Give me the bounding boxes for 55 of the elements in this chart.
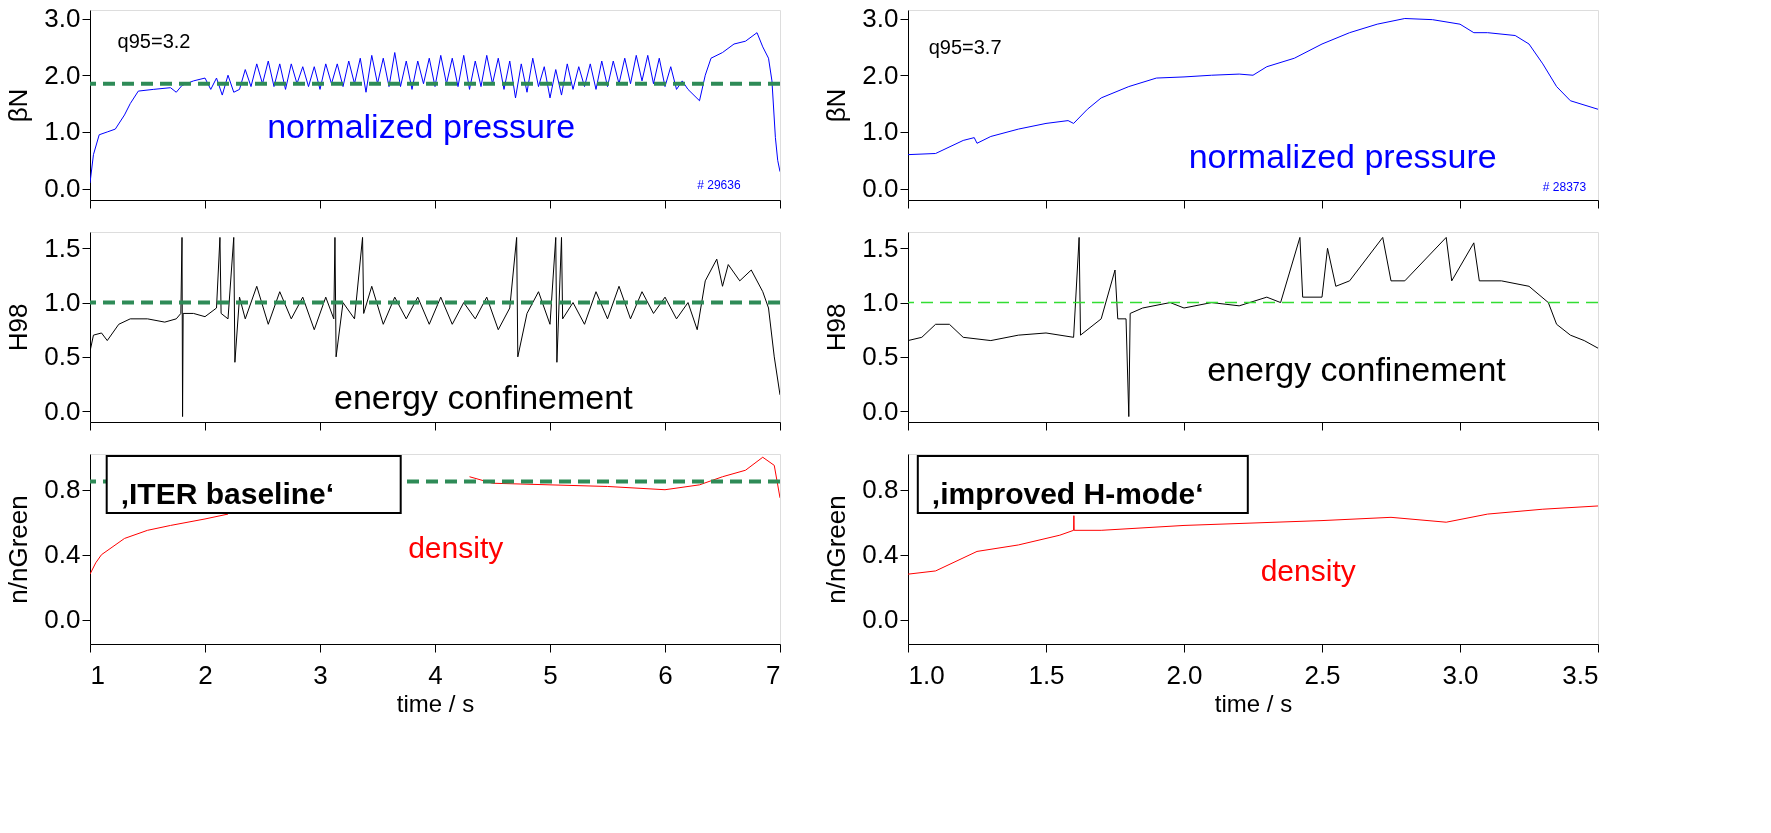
y-tick-label: 1.0 [862, 116, 899, 147]
y-axis-title: H98 [821, 303, 852, 352]
annotation: q95=3.7 [928, 36, 1002, 58]
x-axis-title: time / s [1214, 689, 1293, 717]
y-axis-title: H98 [3, 303, 34, 352]
y-tick-label: 0.0 [44, 604, 81, 635]
annotation: ‚improved H-mode‘ [931, 477, 1204, 510]
annotation: energy confinement [1207, 349, 1507, 388]
x-tick-label: 4 [428, 659, 443, 690]
y-tick-label: 3.0 [44, 3, 81, 34]
x-tick-label: 1.5 [1028, 659, 1065, 690]
y-tick-label: 2.0 [44, 59, 81, 90]
y-tick-label: 0.0 [862, 173, 899, 204]
y-tick-label: 0.0 [862, 604, 899, 635]
y-tick-label: 2.0 [862, 59, 899, 90]
x-tick-label: 6 [658, 659, 673, 690]
y-tick-label: 1.0 [44, 287, 81, 318]
y-axis-title: βN [3, 88, 34, 123]
x-tick-label: 2 [198, 659, 213, 690]
annotation: density [408, 531, 504, 564]
y-tick-label: 1.0 [44, 116, 81, 147]
annotation: # 28373 [1542, 179, 1587, 194]
x-tick-label: 5 [543, 659, 558, 690]
x-tick-label: 1 [90, 659, 105, 690]
y-tick-label: 0.8 [862, 474, 899, 505]
y-tick-label: 3.0 [862, 3, 899, 34]
x-tick-label: 7 [766, 659, 781, 690]
y-axis-title: n/nGreen [821, 495, 852, 604]
x-tick-label: 3.5 [1562, 659, 1599, 690]
annotation: density [1260, 553, 1356, 587]
annotation: normalized pressure [1188, 137, 1497, 176]
y-axis-title: βN [821, 88, 852, 123]
x-tick-label: 1.0 [908, 659, 945, 690]
y-tick-label: 0.4 [44, 539, 81, 570]
x-axis-title: time / s [396, 689, 475, 717]
y-tick-label: 0.8 [44, 474, 81, 505]
y-tick-label: 1.0 [862, 287, 899, 318]
annotation: ‚ITER baseline‘ [120, 477, 335, 510]
y-tick-label: 1.5 [862, 232, 899, 263]
y-tick-label: 0.5 [44, 341, 81, 372]
y-tick-label: 0.0 [44, 395, 81, 426]
y-tick-label: 0.0 [44, 173, 81, 204]
annotation: q95=3.2 [117, 30, 191, 53]
x-tick-label: 3 [313, 659, 328, 690]
y-tick-label: 0.4 [862, 539, 899, 570]
annotation: energy confinement [333, 378, 634, 417]
y-tick-label: 0.0 [862, 395, 899, 426]
y-axis-title: n/nGreen [3, 495, 34, 604]
annotation: normalized pressure [267, 106, 576, 145]
x-tick-label: 2.0 [1166, 659, 1203, 690]
x-tick-label: 3.0 [1442, 659, 1479, 690]
x-tick-label: 2.5 [1304, 659, 1341, 690]
y-tick-label: 0.5 [862, 341, 899, 372]
y-tick-label: 1.5 [44, 232, 81, 263]
annotation: # 29636 [697, 177, 741, 192]
